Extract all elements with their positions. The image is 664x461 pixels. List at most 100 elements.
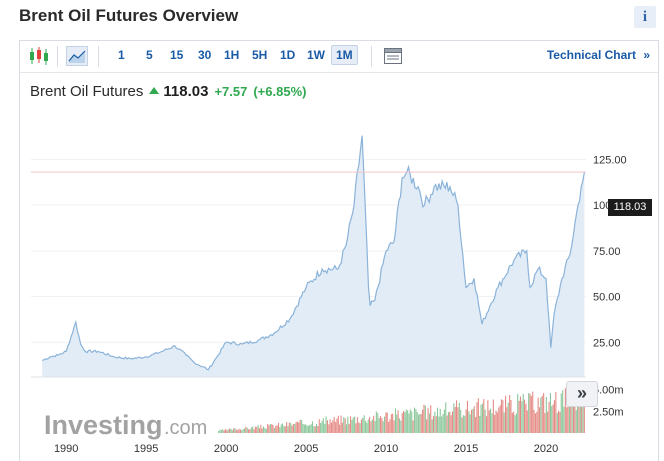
volume-bar (335, 421, 337, 433)
info-icon[interactable]: i (634, 6, 656, 28)
volume-bar (313, 426, 315, 433)
timeframe-1w[interactable]: 1W (307, 48, 325, 62)
volume-bar (241, 430, 243, 433)
volume-bar (309, 424, 311, 433)
volume-bar (477, 398, 479, 433)
volume-bar (220, 430, 222, 433)
timeframe-1m[interactable]: 1M (331, 45, 358, 65)
volume-bar (292, 424, 294, 433)
volume-bar (553, 400, 555, 433)
volume-bar (506, 407, 508, 433)
volume-bar (563, 406, 565, 433)
volume-bar (263, 426, 265, 433)
volume-bar (249, 429, 251, 433)
volume-bar (450, 415, 452, 433)
volume-bar (517, 393, 519, 433)
timeframe-15[interactable]: 15 (170, 48, 184, 62)
volume-bar (518, 400, 520, 433)
volume-bar (350, 416, 352, 433)
volume-bar (543, 393, 545, 433)
timeframe-30[interactable]: 30 (198, 48, 212, 62)
volume-bar (322, 418, 324, 433)
volume-bar (507, 402, 509, 433)
volume-bar (223, 430, 225, 433)
layout-icon[interactable] (382, 46, 404, 66)
volume-bar (521, 401, 523, 433)
timeframe-1h[interactable]: 1H (224, 48, 240, 62)
volume-bar (514, 415, 516, 433)
volume-bar (365, 420, 367, 433)
area-chart-icon[interactable] (66, 46, 88, 66)
volume-tick-label: 2.50m (593, 406, 624, 418)
volume-bar (405, 409, 407, 433)
volume-bar (441, 416, 443, 433)
candlestick-icon[interactable] (28, 46, 50, 66)
volume-bar (381, 417, 383, 433)
volume-bar (359, 423, 361, 433)
volume-bar (447, 412, 449, 433)
volume-bar (344, 418, 346, 433)
price-line (41, 135, 585, 371)
volume-bar (575, 410, 577, 433)
volume-bar (358, 422, 360, 433)
volume-bar (541, 395, 543, 433)
volume-bar (465, 409, 467, 433)
volume-bar (438, 416, 440, 433)
time-tick-label: 2020 (534, 443, 558, 455)
volume-bar (261, 428, 263, 433)
volume-bar (403, 411, 405, 433)
volume-bar (305, 424, 307, 433)
volume-bar (400, 420, 402, 433)
volume-bar (472, 408, 474, 433)
volume-bar (435, 416, 437, 433)
scroll-right-button[interactable]: » (566, 381, 598, 407)
volume-bar (375, 411, 377, 433)
volume-bar (352, 417, 354, 433)
volume-bar (288, 422, 290, 433)
volume-bar (540, 397, 542, 433)
page-title: Brent Oil Futures Overview (19, 6, 239, 25)
volume-bar (481, 403, 483, 433)
volume-bar (369, 416, 371, 433)
volume-bar (558, 410, 560, 433)
volume-axis: 5.00m 2.50m (593, 385, 624, 419)
volume-bar (328, 424, 330, 433)
volume-bar (275, 425, 277, 433)
volume-bar (494, 414, 496, 433)
volume-bar (420, 414, 422, 433)
volume-bar (307, 426, 309, 433)
timeframe-1[interactable]: 1 (118, 48, 125, 62)
volume-bar (555, 391, 557, 433)
volume-bar (227, 429, 229, 433)
volume-bar (354, 416, 356, 433)
page-header: Brent Oil Futures Overview i (0, 0, 664, 34)
volume-bar (389, 419, 391, 433)
volume-bar (363, 415, 365, 433)
volume-bar (552, 404, 554, 433)
timeframe-5h[interactable]: 5H (252, 48, 268, 62)
volume-bar (476, 402, 478, 433)
timeframe-1d[interactable]: 1D (280, 48, 296, 62)
volume-bar (473, 406, 475, 433)
volume-bar (551, 405, 553, 433)
volume-bar (333, 417, 335, 433)
volume-bar (562, 390, 564, 433)
volume-bar (265, 428, 267, 433)
volume-bar (437, 407, 439, 433)
timeframe-5[interactable]: 5 (146, 48, 153, 62)
volume-bar (487, 400, 489, 433)
volume-bar (306, 425, 308, 433)
volume-bar (492, 399, 494, 433)
volume-bar (411, 411, 413, 433)
volume-bar (290, 422, 292, 433)
volume-bar (326, 420, 328, 433)
volume-bar (347, 416, 349, 433)
technical-chart-link[interactable]: Technical Chart » (547, 48, 650, 62)
volume-bar (449, 411, 451, 433)
volume-bar (248, 429, 250, 433)
volume-bar (519, 396, 521, 433)
volume-bar (278, 422, 280, 433)
volume-bar (385, 412, 387, 433)
volume-bar (253, 429, 255, 433)
